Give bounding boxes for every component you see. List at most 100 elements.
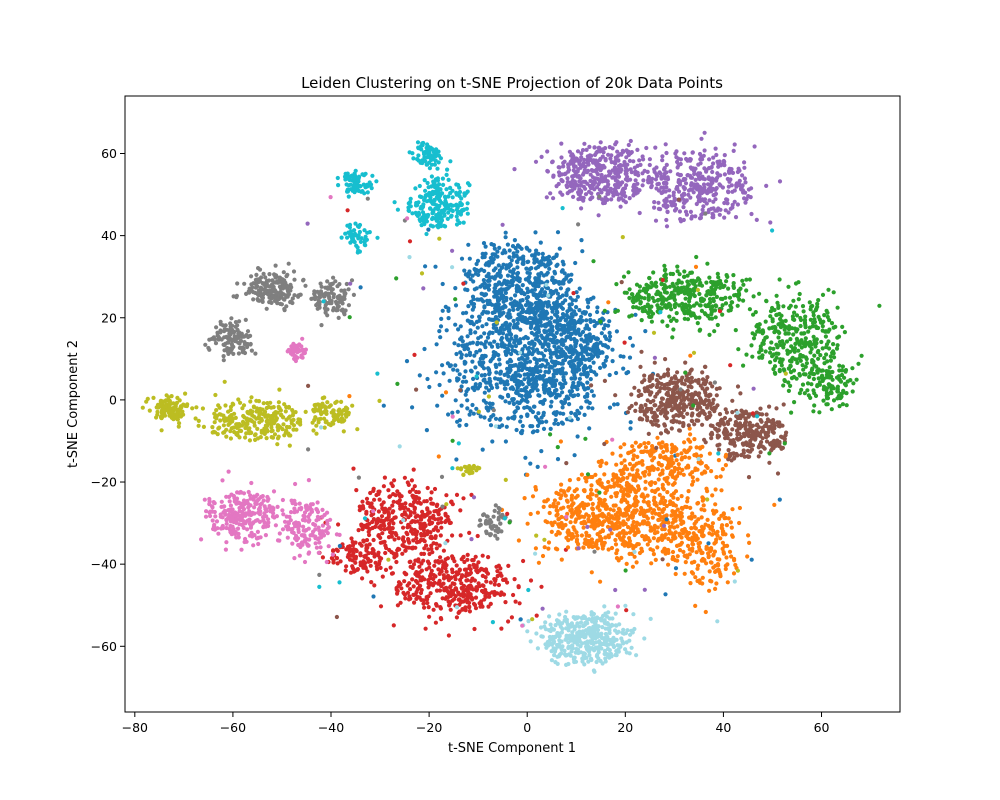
scatter-point: [597, 497, 602, 502]
scatter-point: [613, 178, 619, 183]
scatter-point: [819, 368, 824, 373]
scatter-point: [737, 178, 742, 183]
scatter-point: [465, 398, 470, 403]
scatter-point: [525, 521, 530, 526]
scatter-point: [663, 142, 668, 147]
scatter-point: [686, 465, 691, 470]
scatter-point: [547, 365, 552, 370]
scatter-point: [698, 303, 703, 308]
scatter-point: [438, 568, 443, 573]
scatter-point: [496, 281, 501, 286]
scatter-point: [701, 204, 706, 209]
scatter-point: [669, 290, 674, 296]
scatter-point: [524, 266, 529, 271]
scatter-point: [827, 365, 832, 370]
scatter-point: [356, 528, 361, 533]
scatter-point: [667, 314, 672, 319]
scatter-point: [572, 329, 577, 334]
scatter-point: [812, 353, 817, 358]
scatter-point: [527, 394, 533, 399]
scatter-point: [526, 277, 531, 283]
scatter-point: [478, 604, 483, 609]
scatter-point: [711, 298, 716, 304]
scatter-point: [732, 188, 737, 193]
scatter-point: [586, 514, 592, 519]
scatter-point: [713, 487, 718, 492]
scatter-point: [549, 399, 554, 404]
scatter-point: [431, 576, 436, 582]
scatter-point: [695, 477, 700, 482]
scatter-point: [787, 305, 792, 311]
scatter-point: [786, 380, 791, 385]
scatter-point: [631, 453, 637, 458]
scatter-point: [773, 371, 778, 376]
scatter-point: [686, 303, 692, 308]
scatter-point: [386, 535, 392, 540]
scatter-point: [447, 364, 453, 369]
scatter-point: [608, 507, 613, 512]
scatter-point: [776, 335, 781, 340]
scatter-point: [725, 580, 730, 585]
scatter-point: [623, 497, 628, 502]
scatter-point: [607, 330, 612, 335]
scatter-point: [397, 547, 402, 552]
scatter-point: [627, 450, 632, 455]
scatter-point: [828, 358, 834, 363]
scatter-point: [505, 379, 510, 384]
scatter-point: [707, 157, 712, 162]
scatter-point: [685, 543, 691, 549]
scatter-point: [378, 526, 384, 532]
scatter-point: [473, 382, 478, 387]
scatter-point: [473, 595, 479, 600]
scatter-point: [609, 514, 614, 519]
scatter-point: [827, 327, 832, 332]
scatter-point: [468, 595, 473, 600]
scatter-point: [633, 312, 638, 317]
scatter-point: [425, 506, 430, 511]
scatter-point: [463, 287, 468, 292]
scatter-point: [576, 477, 581, 482]
scatter-point: [493, 362, 498, 367]
scatter-point: [365, 556, 370, 561]
scatter-point: [665, 490, 670, 495]
scatter-point: [692, 521, 697, 527]
scatter-point: [623, 194, 628, 199]
scatter-point: [343, 568, 348, 573]
scatter-point: [537, 313, 542, 318]
scatter-point: [693, 214, 698, 219]
scatter-point: [682, 440, 687, 445]
scatter-point: [382, 475, 387, 480]
scatter-point: [547, 510, 552, 516]
scatter-point: [458, 324, 463, 329]
scatter-point: [561, 489, 566, 494]
scatter-point: [476, 268, 482, 274]
scatter-point: [702, 557, 707, 563]
scatter-point: [627, 287, 632, 292]
scatter-point: [561, 505, 566, 510]
scatter-point: [698, 548, 703, 553]
scatter-point: [586, 544, 592, 549]
scatter-point: [484, 385, 489, 390]
scatter-point: [562, 172, 567, 177]
scatter-point: [484, 261, 489, 266]
scatter-point: [520, 318, 525, 323]
scatter-point: [561, 160, 566, 166]
scatter-point: [563, 298, 568, 303]
scatter-point: [520, 428, 525, 433]
scatter-point: [467, 256, 472, 261]
scatter-point: [720, 467, 725, 472]
scatter-point: [639, 546, 644, 551]
scatter-point: [554, 330, 559, 335]
scatter-point: [709, 312, 714, 317]
scatter-point: [809, 342, 814, 347]
scatter-point: [535, 388, 540, 393]
scatter-point: [447, 601, 452, 606]
scatter-point: [460, 339, 465, 344]
scatter-point: [693, 526, 699, 531]
scatter-point: [469, 578, 474, 584]
scatter-point: [650, 515, 655, 520]
scatter-point: [590, 406, 595, 411]
scatter-point: [344, 564, 349, 569]
scatter-point: [530, 409, 536, 415]
scatter-point: [820, 328, 825, 333]
